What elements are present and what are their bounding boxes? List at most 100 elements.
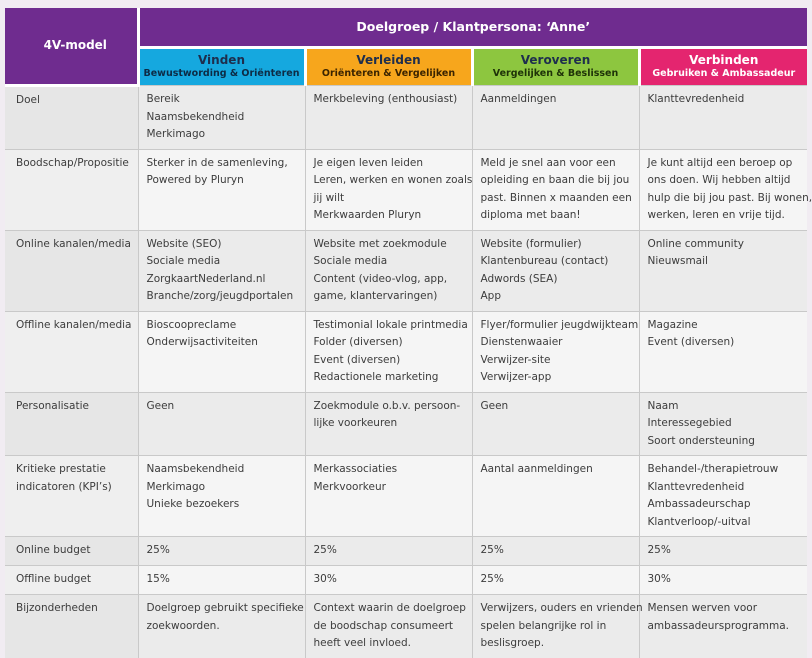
table-cell: Doelgroep gebruikt specifieke zoekwoorden… bbox=[138, 594, 306, 658]
row-label: Offline budget bbox=[5, 565, 139, 595]
cell-line: Klantenbureau (contact) bbox=[480, 255, 609, 267]
cell-line: Website met zoekmodule bbox=[313, 237, 447, 250]
cell-line: Merkbeleving (enthousiast) bbox=[313, 93, 458, 105]
cell-line: Content (video-vlog, app, bbox=[313, 272, 448, 285]
cell-line: Je eigen leven leiden bbox=[313, 156, 424, 169]
cell-line: 25% bbox=[480, 544, 504, 556]
cell-line: 25% bbox=[480, 573, 504, 585]
cell-line: Naamsbekendheid bbox=[146, 110, 245, 123]
cell-line: Zoekmodule o.b.v. persoon- bbox=[313, 399, 461, 412]
table-cell: Aantal aanmeldingen bbox=[472, 455, 640, 537]
cell-line: Adwords (SEA) bbox=[480, 272, 558, 285]
cell-line: Branche/zorg/jeugdportalen bbox=[146, 290, 294, 302]
cell-line: Merkassociaties bbox=[313, 463, 398, 475]
table-row: Offline budget 15% 30% 25% 30% bbox=[5, 565, 808, 595]
4v-model-table: 4V-model Doelgroep / Klantpersona: ‘Anne… bbox=[5, 8, 812, 658]
row-label-line: Personalisatie bbox=[16, 399, 89, 412]
cell-line: Naam bbox=[647, 399, 679, 412]
table-cell: 25% bbox=[472, 536, 640, 566]
cell-line: Klanttevredenheid bbox=[647, 480, 745, 493]
cell-line: Klanttevredenheid bbox=[647, 93, 745, 105]
cell-line: Merkimago bbox=[146, 480, 206, 493]
cell-line: Behandel-/therapietrouw bbox=[647, 463, 779, 475]
row-label-line: Offline kanalen/media bbox=[16, 318, 132, 331]
cell-line: 25% bbox=[146, 544, 170, 556]
phase-title: Verleiden bbox=[356, 53, 421, 67]
table-cell: Klanttevredenheid bbox=[639, 85, 808, 149]
cell-line: ambassadeursprogramma. bbox=[647, 619, 790, 632]
row-label: Online budget bbox=[5, 536, 139, 566]
marketing-table-frame: 4V-model Doelgroep / Klantpersona: ‘Anne… bbox=[5, 8, 812, 658]
table-row: Personalisatie Geen Zoekmodule o.b.v. pers… bbox=[5, 391, 808, 456]
cell-line: ZorgkaartNederland.nl bbox=[146, 272, 266, 285]
table-cell: 30% bbox=[305, 565, 473, 595]
cell-line: Bioscoopreclame bbox=[146, 318, 237, 331]
row-label: Personalisatie bbox=[5, 391, 139, 456]
phase-subtitle: Vergelijken & Beslissen bbox=[492, 68, 619, 79]
cell-line: 25% bbox=[647, 544, 671, 556]
table-cell: Naam Interessegebied Soort ondersteuning bbox=[639, 391, 808, 456]
table-cell: Verwijzers, ouders en vrienden spelen bel… bbox=[472, 594, 643, 658]
table-row: Kritieke prestatie indicatoren (KPI’s) Naa… bbox=[5, 455, 808, 537]
cell-line: Geen bbox=[480, 399, 509, 412]
row-label-line: Bijzonderheden bbox=[16, 602, 98, 614]
cell-line: past. Binnen x maanden een bbox=[480, 191, 632, 204]
table-row: Online budget 25% 25% 25% 25% bbox=[5, 536, 808, 566]
row-label: Online kanalen/media bbox=[5, 229, 139, 311]
cell-line: Sociale media bbox=[146, 255, 221, 267]
cell-line: Meld je snel aan voor een bbox=[480, 156, 616, 169]
phase-veroveren: Veroveren Vergelijken & Beslissen bbox=[470, 47, 639, 86]
cell-line: Website (SEO) bbox=[146, 237, 222, 250]
cell-line: Folder (diversen) bbox=[313, 336, 403, 348]
table-cell: Zoekmodule o.b.v. persoon-lijke voorkeur… bbox=[305, 391, 473, 456]
table-cell: Merkbeleving (enthousiast) bbox=[305, 85, 473, 149]
cell-line: Naamsbekendheid bbox=[146, 463, 245, 475]
cell-line: zoekwoorden. bbox=[146, 619, 220, 632]
table-cell: 25% bbox=[472, 565, 640, 595]
cell-line: Testimonial lokale printmedia bbox=[313, 318, 468, 331]
cell-line: Merkvoorkeur bbox=[313, 480, 386, 493]
cell-line: Doelgroep gebruikt specifieke bbox=[146, 602, 304, 614]
row-label-line: Online budget bbox=[16, 544, 91, 556]
cell-line: Bereik bbox=[146, 93, 180, 105]
row-label: Kritieke prestatie indicatoren (KPI’s) bbox=[5, 455, 139, 537]
cell-line: spelen belangrijke rol in bbox=[480, 619, 607, 632]
table-cell: Geen bbox=[138, 391, 306, 456]
table-cell: Behandel-/therapietrouw Klanttevredenheid… bbox=[639, 455, 808, 537]
cell-line: Event (diversen) bbox=[313, 353, 401, 366]
table-cell: Bereik Naamsbekendheid Merkimago bbox=[138, 85, 306, 149]
row-label: Doel bbox=[5, 85, 139, 149]
table-cell: Aanmeldingen bbox=[472, 85, 640, 149]
phase-verbinden: Verbinden Gebruiken & Ambassadeur bbox=[637, 47, 808, 86]
model-label: 4V-model bbox=[5, 8, 140, 87]
table-cell: Website (SEO) Sociale media ZorgkaartNeder… bbox=[138, 229, 306, 311]
cell-line: Geen bbox=[146, 399, 175, 412]
phase-title: Veroveren bbox=[520, 53, 591, 67]
cell-line: de boodschap consumeert bbox=[313, 619, 454, 632]
table-cell: 25% bbox=[305, 536, 473, 566]
table-cell: Sterker in de samenleving, Powered by Plu… bbox=[138, 148, 306, 230]
cell-line: Website (formulier) bbox=[480, 237, 582, 250]
table-cell: Website met zoekmodule Sociale media Conte… bbox=[305, 229, 473, 311]
cell-line: Context waarin de doelgroep bbox=[313, 602, 466, 614]
row-label: Boodschap/Propositie bbox=[5, 148, 139, 230]
cell-line: Onderwijsactiviteiten bbox=[146, 336, 258, 348]
phase-title: Vinden bbox=[197, 53, 245, 67]
table-cell: 30% bbox=[639, 565, 808, 595]
table-cell: 25% bbox=[138, 536, 306, 566]
table-row: Online kanalen/media Website (SEO) Sociale… bbox=[5, 229, 808, 311]
cell-line: Online community bbox=[647, 237, 744, 250]
cell-line: Leren, werken en wonen zoals bbox=[313, 174, 473, 186]
cell-line: opleiding en baan die bij jou bbox=[480, 174, 630, 186]
table-cell: Context waarin de doelgroep de boodschap … bbox=[305, 594, 473, 658]
cell-line: Magazine bbox=[647, 318, 698, 331]
phase-subtitle: Bewustwording & Oriënteren bbox=[143, 68, 300, 79]
phase-vinden: Vinden Bewustwording & Oriënteren bbox=[136, 47, 305, 86]
cell-line: App bbox=[480, 290, 502, 302]
row-label: Bijzonderheden bbox=[5, 594, 139, 658]
cell-line: 30% bbox=[647, 573, 671, 585]
cell-line: Mensen werven voor bbox=[647, 602, 758, 614]
table-cell: Testimonial lokale printmedia Folder (div… bbox=[305, 310, 473, 392]
cell-line: jij wilt bbox=[313, 191, 345, 204]
phase-subtitle: Gebruiken & Ambassadeur bbox=[652, 68, 796, 79]
